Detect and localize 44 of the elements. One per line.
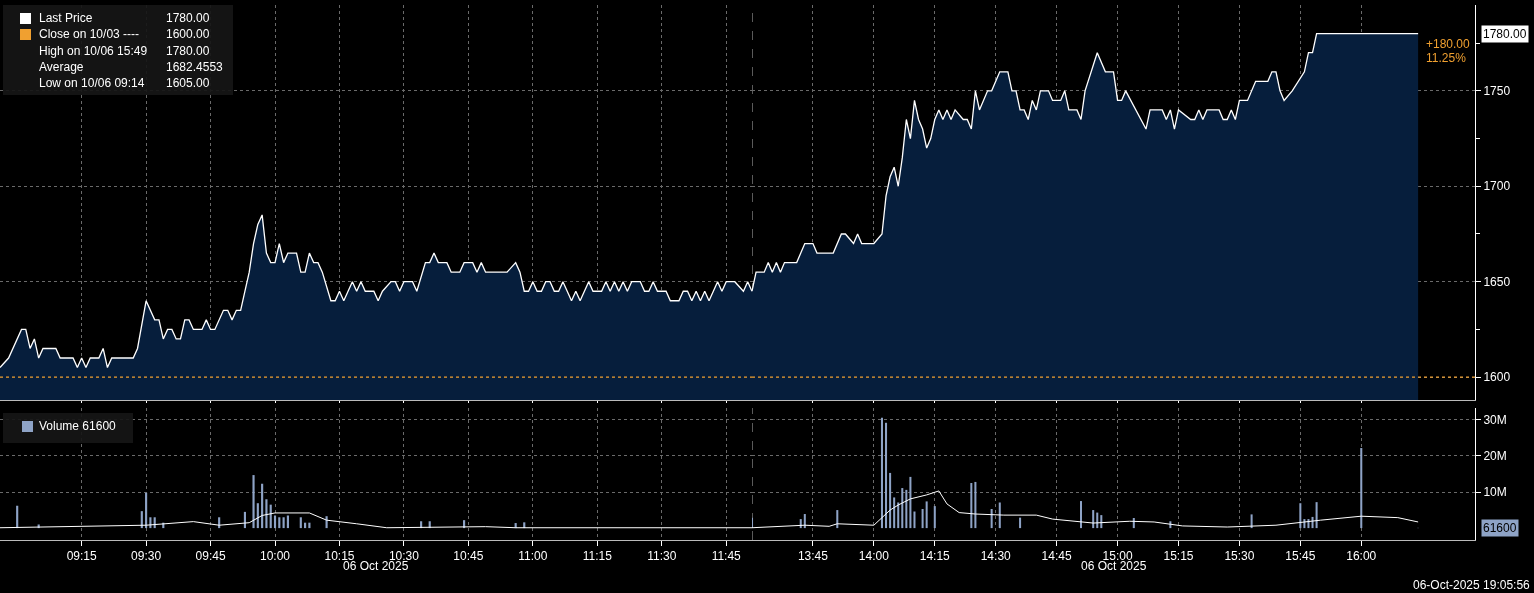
x-tick-label: 10:45 <box>453 549 484 564</box>
x-tick-label: 09:45 <box>195 549 226 564</box>
annotation: 1780.00 <box>166 11 210 25</box>
text: 06 Oct 2025 <box>1081 559 1147 573</box>
y-tick-label: 1750 <box>1483 84 1511 99</box>
x-tick-label: 13:45 <box>797 549 829 564</box>
text: 1780.00 <box>1483 27 1527 41</box>
annotation: +180.00 <box>1426 37 1471 51</box>
x-tick-label: 11:30 <box>647 549 677 564</box>
x-tick-label: 11:45 <box>711 549 742 564</box>
annotation: Last Price <box>39 11 93 25</box>
annotation: 1605.00 <box>166 76 210 91</box>
x-tick-label: 11:00 <box>518 549 548 564</box>
annotation: 1682.4553 <box>166 59 223 74</box>
annotation: Volume 61600 <box>39 419 116 433</box>
x-tick-label: 15:45 <box>1285 549 1316 564</box>
y-tick-label: 20M <box>1483 449 1507 464</box>
y-tick-label: 1600 <box>1483 370 1511 385</box>
x-tick-label: 14:15 <box>919 549 951 564</box>
text: 61600 <box>1483 521 1517 535</box>
annotation: Low on 10/06 09:14 <box>39 76 145 91</box>
y-tick-label: 1650 <box>1483 274 1511 289</box>
annotation: Close on 10/03 ---- <box>39 27 140 42</box>
y-tick-label: 1700 <box>1483 179 1511 194</box>
y-tick-label: 30M <box>1483 413 1507 428</box>
x-tick-label: 16:00 <box>1346 549 1377 564</box>
x-tick-label: 15:15 <box>1163 549 1194 564</box>
x-tick-label: 10:00 <box>260 549 291 564</box>
annotation: 1600.00 <box>166 27 210 42</box>
annotation: 11.25% <box>1426 51 1467 65</box>
x-tick-label: 09:15 <box>66 549 97 564</box>
x-tick-label: 11:15 <box>582 549 613 564</box>
text: 06-Oct-2025 19:05:56 <box>1413 578 1531 592</box>
x-tick-label: 15:30 <box>1224 549 1255 564</box>
annotation: Average <box>39 59 84 74</box>
annotation: 1780.00 <box>166 43 210 58</box>
y-tick-label: 10M <box>1483 485 1507 500</box>
x-tick-label: 09:30 <box>131 549 162 564</box>
text: 06 Oct 2025 <box>343 559 409 573</box>
annotation: High on 10/06 15:49 <box>39 43 148 58</box>
x-tick-label: 14:45 <box>1041 549 1072 564</box>
legend-box: Volume 61600 <box>3 413 133 443</box>
x-tick-label: 14:30 <box>980 549 1012 564</box>
x-tick-label: 14:00 <box>858 549 890 564</box>
